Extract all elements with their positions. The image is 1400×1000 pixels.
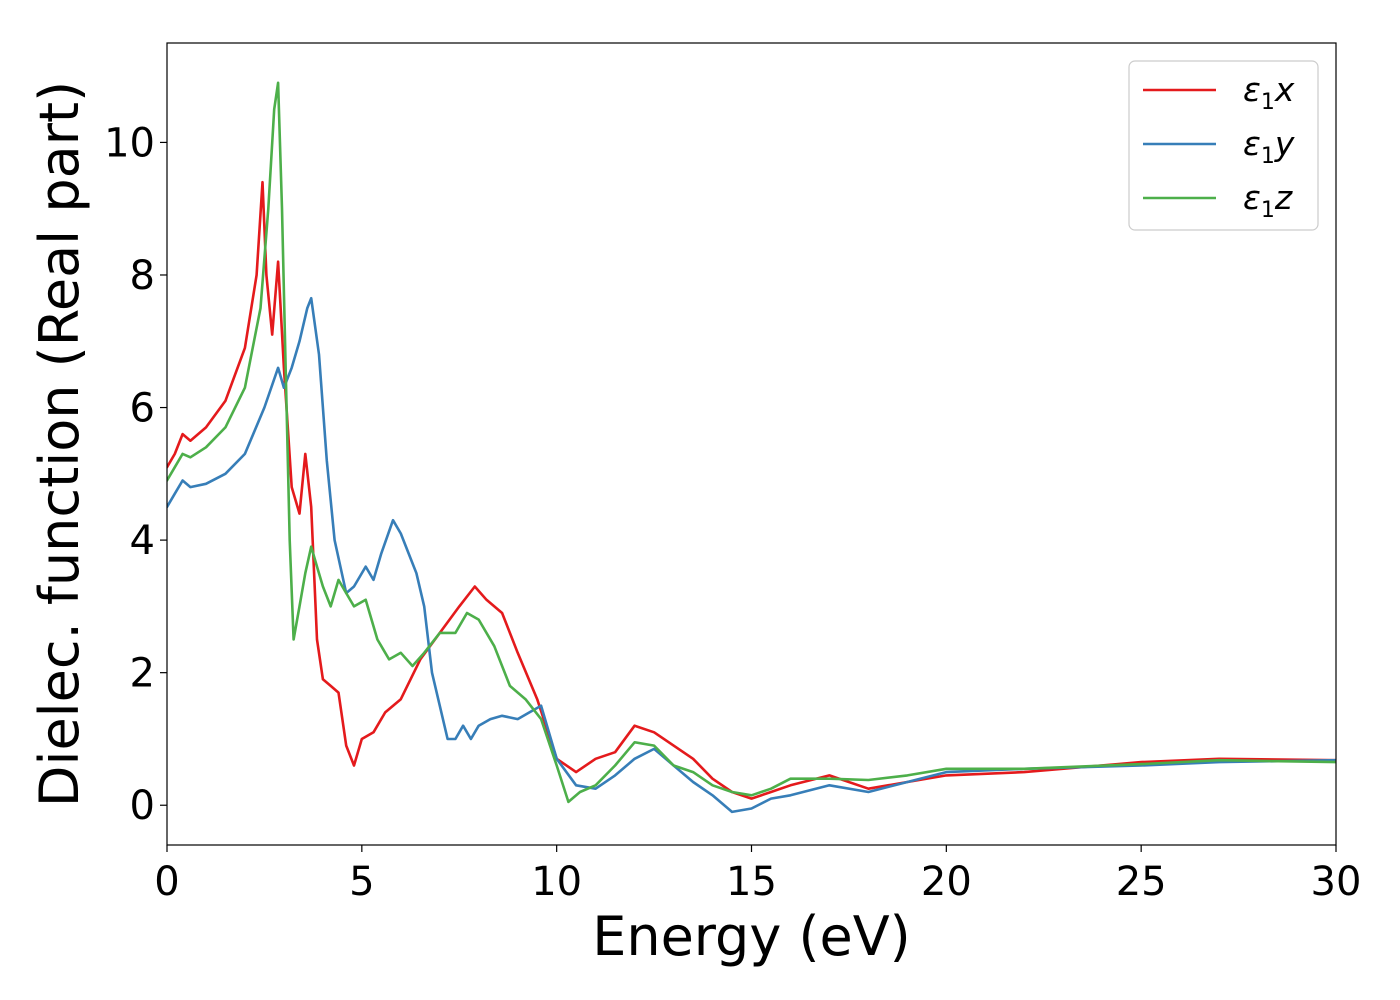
- legend-base: ε: [1243, 178, 1261, 217]
- legend-variable: x: [1274, 70, 1295, 109]
- legend-base: ε: [1243, 70, 1261, 109]
- legend-label-z: ε1z: [1243, 178, 1293, 223]
- legend-subscript: 1: [1261, 90, 1275, 115]
- y-tick-label: 0: [130, 783, 155, 829]
- series-line-y: [167, 296, 1336, 814]
- legend-variable: z: [1274, 178, 1293, 217]
- legend-label-x: ε1x: [1243, 70, 1295, 115]
- legend-variable: y: [1274, 124, 1295, 163]
- y-axis-ticks: 0 2 4 6 8 10: [104, 120, 167, 829]
- series-line-z: [167, 81, 1336, 804]
- x-tick-label: 25: [1116, 859, 1167, 905]
- legend-label-y: ε1y: [1243, 124, 1295, 169]
- x-tick-label: 15: [726, 859, 777, 905]
- y-tick-label: 2: [130, 651, 155, 697]
- x-tick-label: 20: [921, 859, 972, 905]
- x-tick-label: 5: [349, 859, 374, 905]
- x-axis-label: Energy (eV): [592, 905, 911, 968]
- legend-base: ε: [1243, 124, 1261, 163]
- y-tick-label: 4: [130, 518, 155, 564]
- x-tick-label: 30: [1311, 859, 1362, 905]
- y-axis-label: Dielec. function (Real part): [28, 81, 91, 807]
- x-tick-label: 0: [154, 859, 179, 905]
- legend-subscript: 1: [1261, 198, 1275, 223]
- x-axis-ticks: 0 5 10 15 20 25 30: [154, 845, 1361, 905]
- series-layer: [167, 81, 1336, 814]
- y-tick-label: 10: [104, 120, 155, 166]
- legend-box: [1128, 60, 1319, 231]
- legend-subscript: 1: [1261, 144, 1275, 169]
- x-tick-label: 10: [531, 859, 582, 905]
- y-tick-label: 8: [130, 253, 155, 299]
- y-tick-label: 6: [130, 386, 155, 432]
